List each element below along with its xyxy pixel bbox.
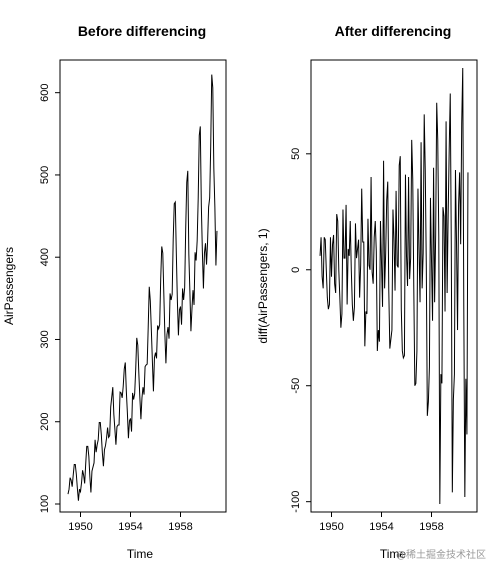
watermark-text: @稀土掘金技术社区 — [396, 548, 486, 561]
panel-title: Before differencing — [78, 23, 206, 39]
x-tick-label: 1950 — [319, 521, 343, 533]
x-tick-label: 1954 — [118, 521, 142, 533]
series-line — [319, 67, 469, 505]
plot-frame — [310, 59, 478, 513]
y-tick-label: 0 — [290, 267, 302, 273]
series-line — [67, 74, 218, 501]
y-axis-label: diff(AirPassengers, 1) — [256, 228, 270, 343]
x-tick-label: 1958 — [168, 521, 192, 533]
x-axis-label: Time — [127, 547, 154, 561]
panel-title: After differencing — [335, 23, 452, 39]
x-axis-label: Time — [380, 547, 407, 561]
x-tick-label: 1950 — [68, 521, 92, 533]
y-tick-label: 50 — [290, 148, 302, 160]
y-tick-label: 200 — [39, 413, 51, 431]
x-axis: 1950 1954 1958 — [68, 512, 193, 533]
x-axis: 1950 1954 1958 — [319, 512, 444, 533]
panel-before: Before differencing 100 200 300 400 500 600 1… — [2, 23, 227, 561]
y-tick-label: 300 — [39, 330, 51, 348]
x-tick-label: 1954 — [369, 521, 393, 533]
x-tick-label: 1958 — [419, 521, 443, 533]
y-axis: -100 -50 0 50 — [290, 148, 311, 513]
y-axis: 100 200 300 400 500 600 — [39, 83, 60, 513]
plot-frame — [59, 59, 227, 513]
y-tick-label: 500 — [39, 166, 51, 184]
y-tick-label: 600 — [39, 83, 51, 101]
y-axis-label: AirPassengers — [2, 247, 16, 325]
y-tick-label: -50 — [290, 378, 302, 394]
y-tick-label: 100 — [39, 495, 51, 513]
y-tick-label: 400 — [39, 248, 51, 266]
y-tick-label: -100 — [290, 491, 302, 513]
